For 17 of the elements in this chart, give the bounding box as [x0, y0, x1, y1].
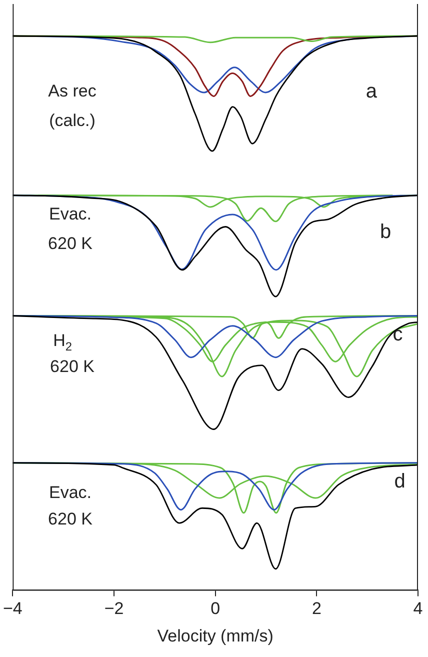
x-tick-label: 2: [312, 599, 322, 618]
x-tick-label: −2: [104, 599, 124, 618]
annotation: b: [380, 221, 392, 244]
annotation: 620 K: [48, 510, 94, 529]
x-tick-label: 4: [413, 599, 423, 618]
annotation: 620 K: [50, 357, 96, 376]
annotation: 620 K: [48, 234, 94, 254]
annotation: a: [366, 80, 378, 102]
annotation: Evac.: [48, 483, 92, 502]
annotation: Evac.: [48, 204, 92, 224]
annotation: c: [392, 324, 403, 346]
x-tick-label: −4: [2, 599, 22, 618]
annotation: (calc.): [49, 110, 96, 130]
annotation: d: [394, 470, 406, 492]
x-axis-title: Velocity (mm/s): [157, 626, 274, 646]
x-tick-label: 0: [210, 599, 220, 618]
annotation: As rec: [48, 82, 97, 101]
